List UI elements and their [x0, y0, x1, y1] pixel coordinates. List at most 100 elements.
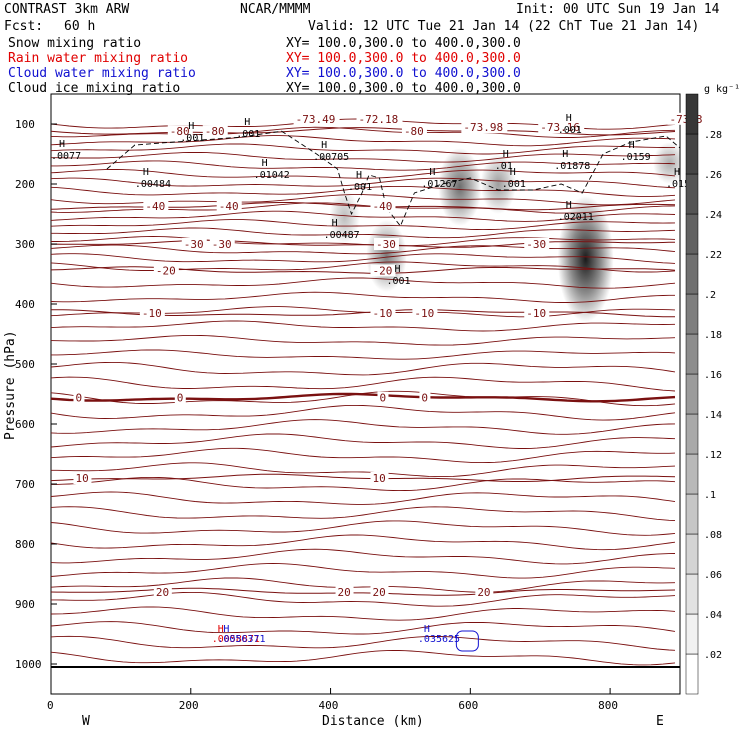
surface-label-2: .035625	[418, 634, 460, 645]
cloud-ice-contour	[106, 130, 680, 227]
extrema-label-1: -72.18	[359, 113, 399, 126]
snow-max-label-14: .01	[495, 161, 513, 172]
temperature-contour-line-44	[51, 650, 676, 666]
colorbar-tick-0: .02	[704, 650, 722, 661]
high-marker-6: H	[244, 117, 250, 128]
contour-label-10-1: 10	[372, 472, 385, 485]
extrema-label-0: -73.49	[296, 113, 336, 126]
contour-label--30-2: -30	[376, 238, 396, 251]
contour-label-20-0: 20	[156, 586, 169, 599]
temperature-contour-line-28	[51, 419, 676, 435]
high-marker-11: H	[321, 140, 327, 151]
temperature-contour-line-38	[51, 563, 676, 579]
temperature-contour-line-25	[51, 376, 676, 392]
temperature-contour-0	[51, 392, 676, 403]
contour-label-bg	[370, 472, 389, 484]
contour-label-20-2: 20	[372, 586, 385, 599]
temperature-contour-line-31	[51, 462, 676, 478]
snow-max-label-18: .015	[666, 179, 690, 190]
snow-max-label-6: .001	[236, 129, 260, 140]
temperature-contour-line-5	[51, 160, 676, 171]
field-snow-xy: XY= 100.0,300.0 to 400.0,300.0	[286, 36, 521, 51]
snow-max-label-10: .01042	[254, 170, 290, 181]
field-legend: Snow mixing ratio XY= 100.0,300.0 to 400…	[8, 36, 521, 96]
colorbar-swatch-0	[685, 653, 699, 695]
temperature-contour-line-32	[51, 476, 676, 492]
temperature-contour-line-6	[51, 169, 676, 179]
colorbar-tick-3: .08	[704, 530, 722, 541]
temperature-contour-line-43	[51, 635, 676, 651]
contour-label-bg	[524, 307, 550, 319]
colorbar-swatch-2	[685, 573, 699, 615]
temperature-contour-line-27	[51, 404, 676, 421]
temperature-contour-line-13	[51, 227, 676, 239]
colorbar-tick-1: .04	[704, 610, 722, 621]
high-marker-19: H	[566, 200, 572, 211]
contour-label-bg	[475, 586, 494, 598]
contour-label-bg	[412, 307, 438, 319]
contour-label--80-1: -80	[205, 125, 225, 138]
contour-label--30-3: -30	[526, 238, 546, 251]
colorbar-swatch-12	[685, 173, 699, 215]
high-marker-20: H	[332, 218, 338, 229]
temperature-contour-line-16	[51, 253, 676, 264]
high-marker-9: H	[143, 167, 149, 178]
y-tick-label-1000: 1000	[15, 658, 42, 671]
contour-label-bg	[370, 307, 396, 319]
y-tick-label-700: 700	[15, 478, 35, 491]
temperature-contour-line-15	[51, 244, 676, 255]
contour-label-bg	[373, 238, 399, 250]
colorbar-tick-7: .16	[704, 370, 722, 381]
colorbar-swatch-4	[685, 493, 699, 535]
high-marker-8: H	[59, 139, 65, 150]
y-tick-label-400: 400	[15, 298, 35, 311]
contour-label-bg	[202, 125, 228, 138]
extrema-label-bg	[461, 121, 508, 134]
temperature-contour-line-37	[51, 548, 676, 565]
contour-label-bg	[73, 472, 92, 484]
snow-max-label-16: .01878	[554, 161, 590, 172]
east-endpoint: E	[656, 714, 664, 729]
surface-high-marker-2: H	[424, 624, 430, 635]
contour-label-bg	[401, 125, 427, 138]
colorbar-tick-12: .26	[704, 170, 722, 181]
colorbar-swatch-1	[685, 613, 699, 655]
colorbar-swatch-3	[685, 533, 699, 575]
x-tick-label-400: 400	[319, 699, 339, 712]
extrema-label-bg	[356, 112, 403, 125]
y-tick-label-500: 500	[15, 358, 35, 371]
temperature-contour-line-11	[51, 210, 676, 222]
field-cloud-water-xy: XY= 100.0,300.0 to 400.0,300.0	[286, 66, 521, 81]
fcst-value: 60 h	[64, 19, 95, 34]
contour-label-bg	[335, 586, 354, 598]
temperature-contour-line-19	[51, 291, 675, 303]
contour-label-bg	[216, 200, 242, 213]
high-marker-13: H	[429, 167, 435, 178]
field-snow: Snow mixing ratio	[8, 36, 141, 51]
temperature-contour-line-42	[51, 621, 676, 635]
high-marker-16: H	[562, 149, 568, 160]
temperature-contour-line-22	[51, 334, 676, 346]
temperature-contour-line-7	[51, 177, 676, 189]
contour-label--20-1: -20	[372, 264, 392, 277]
temperature-contour-line-36	[51, 534, 676, 551]
colorbar-swatch-5	[685, 453, 699, 495]
contour-labels: -80 -80 -80 -40 -40 -40 -30 -30 -30 -30 -20 -20 -10 -…	[51, 112, 707, 652]
colorbar-tick-6: .14	[704, 410, 722, 421]
temperature-contour-line-34	[51, 506, 676, 522]
y-tick-label-900: 900	[15, 598, 35, 611]
field-cloud-ice: Cloud ice mixing ratio	[8, 81, 180, 96]
snow-max-label-17: .0159	[621, 152, 651, 163]
snow-max-label-15: .001	[502, 179, 526, 190]
colorbar-swatch-8	[685, 333, 699, 375]
contour-label-0-0: 0	[75, 392, 82, 405]
field-cloud-water: Cloud water mixing ratio	[8, 66, 196, 81]
model-title: CONTRAST 3km ARW	[4, 2, 129, 17]
colorbar-tick-11: .24	[704, 210, 722, 221]
west-endpoint: W	[82, 714, 90, 729]
surface-high-marker-0: H	[218, 624, 224, 635]
y-tick-label-100: 100	[15, 118, 35, 131]
temperature-contour-line-41	[51, 606, 676, 621]
temperature-contour-line-4	[51, 151, 676, 163]
